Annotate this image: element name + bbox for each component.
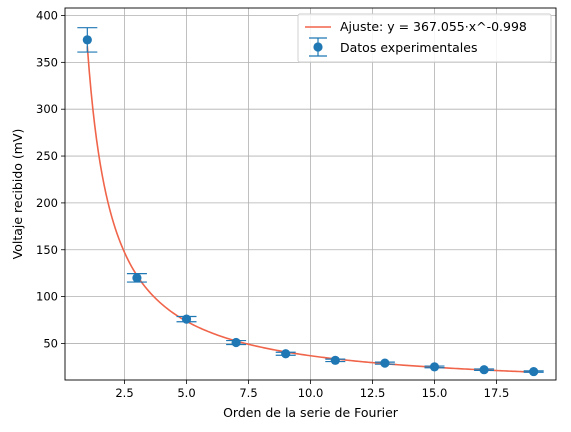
legend-data-swatch — [309, 37, 327, 57]
y-tick-label: 200 — [36, 196, 58, 210]
y-axis: 50 100 150 200 250 300 350 400 — [36, 8, 65, 350]
data-point — [529, 366, 539, 377]
y-tick-label: 50 — [43, 336, 58, 350]
data-point — [82, 35, 92, 45]
legend-box — [297, 13, 552, 63]
y-tick-label: 150 — [36, 243, 58, 257]
y-axis-label: Voltaje recibido (mV) — [10, 129, 25, 260]
y-tick-label: 350 — [36, 55, 58, 69]
data-point — [380, 358, 390, 368]
fit-line — [86, 46, 534, 373]
x-tick-label: 2.5 — [115, 386, 133, 400]
data-point — [231, 337, 241, 348]
data-series — [77, 27, 544, 377]
x-tick-label: 10.0 — [298, 386, 324, 400]
data-point — [281, 349, 291, 359]
data-point — [479, 365, 489, 375]
legend-label-fit: Ajuste: y = 367.055·x^-0.998 — [340, 19, 527, 34]
legend-data-marker — [313, 42, 323, 52]
fit-series — [86, 46, 534, 373]
grid — [65, 8, 556, 380]
x-tick-label: 7.5 — [239, 386, 257, 400]
y-tick-label: 250 — [36, 149, 58, 163]
y-tick-label: 100 — [36, 290, 58, 304]
data-point — [181, 314, 192, 324]
x-tick-label: 15.0 — [422, 386, 448, 400]
x-axis: 2.5 5.0 7.5 10.0 12.5 15.0 17.5 — [115, 380, 509, 400]
y-tick-label: 300 — [36, 102, 58, 116]
data-point — [429, 362, 440, 372]
x-tick-label: 12.5 — [360, 386, 386, 400]
data-point — [330, 355, 340, 365]
x-tick-label: 5.0 — [177, 386, 195, 400]
legend-label-data: Datos experimentales — [340, 40, 477, 55]
legend: Ajuste: y = 367.055·x^-0.998 Datos exper… — [297, 13, 552, 63]
y-tick-label: 400 — [36, 8, 58, 22]
x-axis-label: Orden de la serie de Fourier — [223, 405, 399, 420]
x-tick-label: 17.5 — [484, 386, 510, 400]
data-point — [132, 273, 142, 283]
